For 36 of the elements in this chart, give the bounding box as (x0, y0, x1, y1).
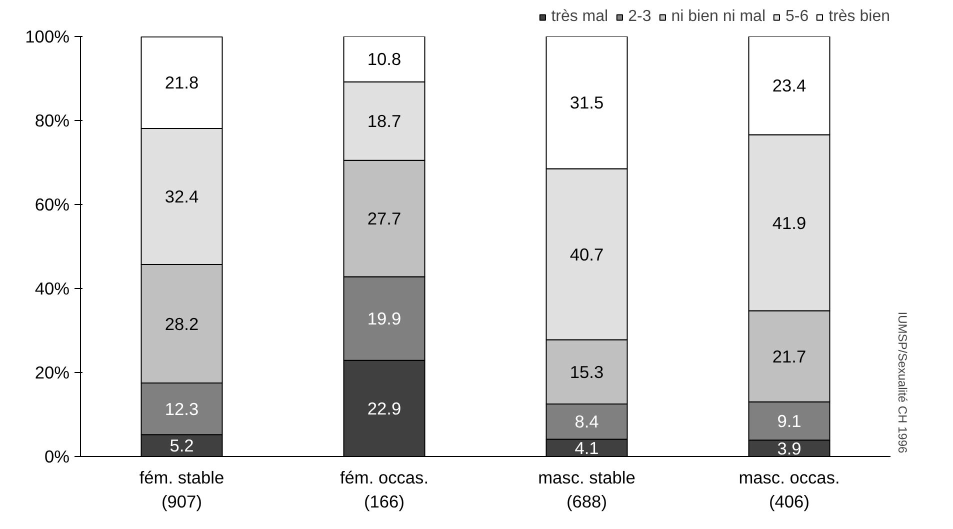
data-label: 40.7 (570, 244, 604, 264)
y-tick-label: 100% (25, 26, 70, 46)
data-label: 18.7 (367, 111, 402, 132)
data-label: 8.4 (574, 412, 600, 432)
data-label: 41.9 (772, 212, 806, 233)
data-label: 12.3 (164, 398, 199, 419)
data-label: 19.9 (367, 308, 402, 329)
data-label: 9.1 (777, 411, 802, 432)
data-label: 21.8 (164, 72, 199, 93)
data-label: 23.4 (772, 76, 806, 96)
data-label: 3.9 (777, 438, 802, 458)
y-tick-label: 0% (44, 446, 70, 466)
y-tick-label: 40% (34, 278, 70, 298)
data-label: 5.2 (170, 436, 194, 456)
x-tick-label: fém. occas. (166) (340, 468, 429, 512)
legend-label: très mal (551, 8, 608, 26)
x-tick-label: fém. stable (907) (139, 468, 224, 512)
legend-label: 2-3 (628, 8, 652, 26)
y-tick-label: 80% (34, 110, 70, 130)
data-label: 28.2 (164, 314, 199, 334)
x-tick-label: masc. stable (688) (538, 468, 636, 512)
legend-label: très bien (828, 8, 890, 26)
legend-label: 5-6 (786, 8, 809, 26)
data-label: 15.3 (570, 362, 604, 382)
data-label: 4.1 (574, 438, 599, 458)
data-label: 27.7 (367, 208, 402, 229)
y-tick-label: 60% (34, 194, 70, 214)
data-label: 21.7 (772, 346, 806, 366)
text: IUMSP/Sexualité CH 1996 (896, 312, 910, 454)
data-label: 22.9 (367, 398, 402, 418)
data-label: 32.4 (164, 186, 199, 207)
x-tick-label: masc. occas. (406) (738, 468, 840, 512)
y-tick-label: 20% (34, 362, 70, 382)
data-label: 10.8 (367, 49, 402, 70)
legend-label: ni bien ni mal (671, 8, 766, 26)
data-label: 31.5 (570, 92, 604, 113)
